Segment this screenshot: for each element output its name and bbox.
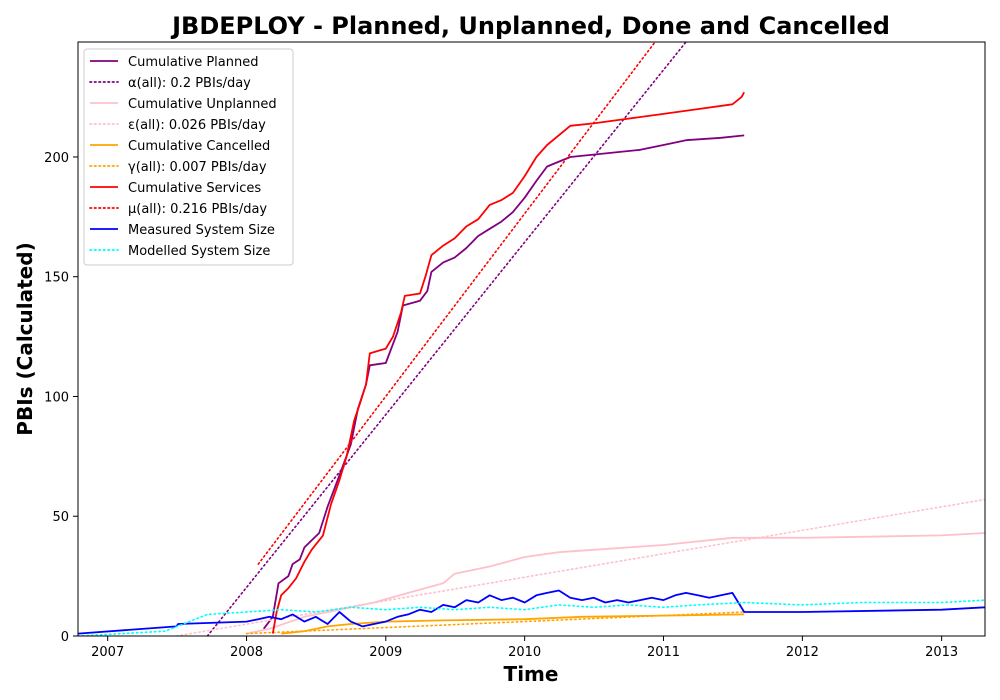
series-line-5 — [281, 613, 745, 635]
legend-entry-label: Cumulative Planned — [128, 55, 258, 70]
plot-frame — [77, 41, 986, 637]
series-line-4 — [175, 498, 985, 636]
y-tick-label: 0 — [61, 630, 69, 645]
y-tick-label: 150 — [44, 271, 69, 286]
x-tick-label: 2012 — [786, 645, 819, 660]
y-axis-title: PBIs (Calculated) — [13, 242, 37, 435]
series-line-2 — [206, 42, 687, 636]
legend-entry-label: Cumulative Services — [128, 181, 261, 196]
legend-entry-label: Cumulative Unplanned — [128, 97, 277, 112]
y-tick-label: 100 — [44, 390, 69, 405]
legend-entry-label: ε(all): 0.026 PBIs/day — [128, 118, 266, 133]
legend-entry-label: α(all): 0.2 PBIs/day — [128, 76, 251, 91]
series-line-1 — [262, 134, 745, 630]
y-tick-label: 200 — [44, 151, 69, 166]
legend-frame — [83, 48, 294, 266]
legend: Cumulative Planned α(all): 0.2 PBIs/day Cu… — [83, 48, 294, 266]
x-tick-label: 2011 — [647, 645, 680, 660]
legend-entry-label: μ(all): 0.216 PBIs/day — [128, 202, 267, 217]
y-tick-label: 50 — [52, 510, 69, 525]
x-tick-label: 2008 — [230, 645, 263, 660]
x-tick-label: 2009 — [369, 645, 402, 660]
x-tick-label: 2010 — [508, 645, 541, 660]
legend-entry-label: γ(all): 0.007 PBIs/day — [128, 160, 267, 175]
series-line-10 — [78, 599, 985, 636]
legend-entry-label: Modelled System Size — [128, 244, 270, 259]
x-axis-title: Time — [504, 662, 559, 686]
series-line-7 — [271, 91, 745, 634]
x-tick-label: 2007 — [91, 645, 124, 660]
series-line-8 — [257, 42, 656, 565]
legend-entry-label: Measured System Size — [128, 223, 275, 238]
x-tick-label: 2013 — [925, 645, 958, 660]
legend-entry-label: Cumulative Cancelled — [128, 139, 270, 154]
series-line-3 — [246, 532, 985, 635]
series-line-9 — [78, 589, 985, 635]
series-line-6 — [245, 611, 746, 635]
chart-title: JBDEPLOY - Planned, Unplanned, Done and … — [170, 12, 890, 40]
